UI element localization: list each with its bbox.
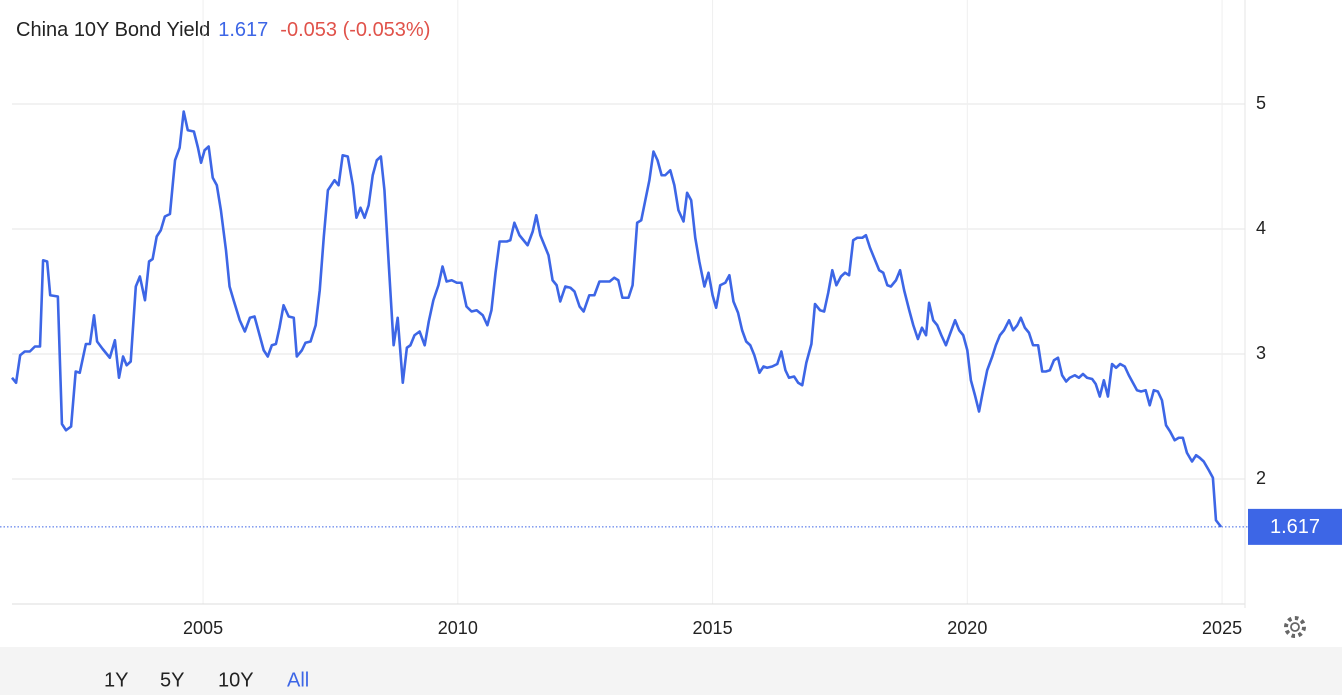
last-value-label: 1.617	[1270, 516, 1320, 538]
y-tick-label: 4	[1256, 218, 1266, 238]
settings-icon[interactable]	[1284, 616, 1306, 638]
x-tick-label: 2005	[183, 618, 223, 638]
change-text: -0.053 (-0.053%)	[280, 19, 430, 41]
range-button[interactable]: 5Y	[160, 669, 184, 691]
last-value-badge	[1248, 508, 1342, 545]
range-bar	[0, 647, 1342, 695]
range-button[interactable]: All	[287, 669, 309, 691]
range-button[interactable]: 10Y	[218, 669, 254, 691]
y-tick-label: 5	[1256, 93, 1266, 113]
x-tick-label: 2025	[1202, 618, 1242, 638]
yield-line	[10, 110, 1223, 528]
title-text: China 10Y Bond Yield	[16, 19, 210, 41]
x-tick-label: 2020	[947, 618, 987, 638]
gear-teeth	[1284, 616, 1306, 638]
x-tick-label: 2010	[438, 618, 478, 638]
chart-title: China 10Y Bond Yield 1.617 -0.053 (-0.053%…	[16, 19, 430, 41]
gear-hub	[1290, 622, 1300, 632]
x-tick-label: 2015	[693, 618, 733, 638]
range-button[interactable]: 1Y	[104, 669, 128, 691]
y-tick-label: 2	[1256, 468, 1266, 488]
last-value-text: 1.617	[218, 19, 268, 41]
y-tick-label: 3	[1256, 343, 1266, 363]
